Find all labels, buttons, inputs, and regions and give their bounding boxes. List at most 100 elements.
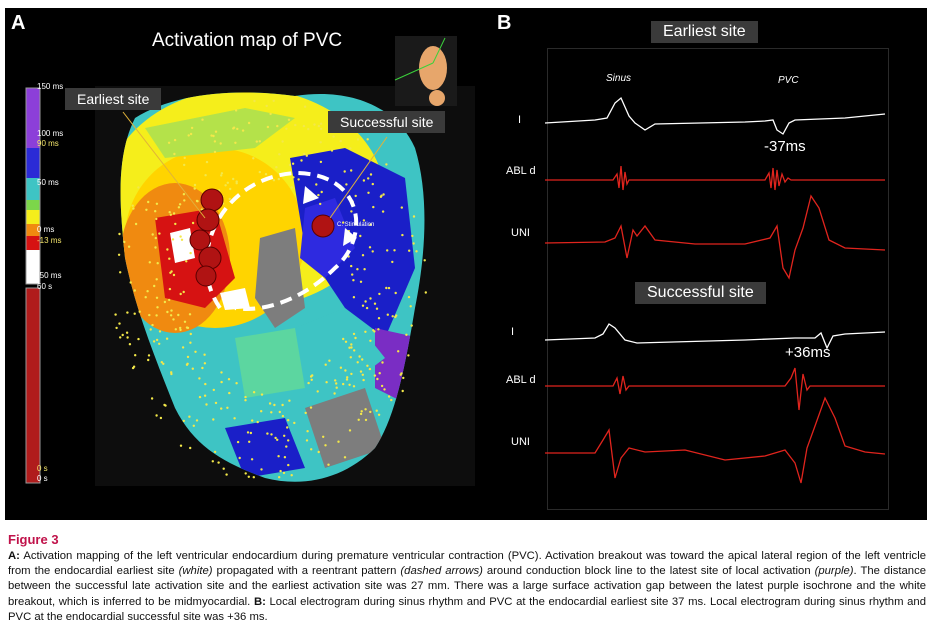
sample-point <box>334 379 337 382</box>
sample-point <box>365 306 369 310</box>
sample-point <box>395 314 398 317</box>
sample-point <box>382 193 385 196</box>
sample-point <box>276 438 279 441</box>
sample-point <box>236 440 240 444</box>
sample-point <box>123 240 126 244</box>
sample-point <box>198 377 201 380</box>
sample-point <box>317 450 320 454</box>
sample-point <box>412 242 415 245</box>
sample-point <box>273 403 276 407</box>
sample-point <box>155 338 159 342</box>
scale-0s-b: 0 s <box>37 474 48 483</box>
sample-point <box>174 222 177 226</box>
sample-point <box>391 260 394 264</box>
sample-point <box>212 418 215 421</box>
sample-point <box>412 215 416 218</box>
sample-point <box>407 295 411 299</box>
sample-point <box>235 182 238 185</box>
sample-point <box>191 367 194 370</box>
sample-point <box>189 332 192 336</box>
sample-point <box>359 412 363 416</box>
sample-point <box>201 118 204 121</box>
sample-point <box>356 138 360 141</box>
sample-point <box>335 386 338 389</box>
sample-point <box>290 186 293 189</box>
sample-point <box>187 134 190 137</box>
sample-point <box>405 333 408 336</box>
sample-point <box>324 444 327 447</box>
scale-50ms: 50 ms <box>37 178 59 187</box>
sample-point <box>375 307 379 310</box>
sample-point <box>173 138 177 142</box>
sample-point <box>297 178 300 181</box>
sample-point <box>350 346 353 349</box>
sample-point <box>148 261 151 264</box>
sample-point <box>320 190 323 194</box>
sample-point <box>224 184 227 187</box>
sample-point <box>155 217 158 221</box>
sample-point <box>154 210 157 213</box>
sample-point <box>188 415 191 418</box>
sample-point <box>307 381 310 385</box>
sample-point <box>377 413 381 416</box>
sample-point <box>151 233 154 236</box>
sample-point <box>168 287 172 291</box>
sample-point <box>286 426 289 429</box>
sample-point <box>381 361 384 364</box>
sample-point <box>190 126 194 130</box>
sample-point <box>356 361 359 364</box>
caption-purple: (purple) <box>814 565 854 578</box>
sample-point <box>255 140 258 143</box>
sample-point <box>155 314 158 317</box>
sample-point <box>165 337 169 340</box>
sample-point <box>182 290 185 294</box>
sample-point <box>390 398 393 402</box>
caption-a-label: A: <box>8 550 20 562</box>
scale-0ms: 0 ms <box>37 225 55 234</box>
sample-point <box>241 129 245 132</box>
sample-point <box>244 399 247 402</box>
scale-minus50ms: -50 ms <box>37 271 62 280</box>
sample-point <box>179 326 182 330</box>
sample-point <box>233 417 236 420</box>
sample-point <box>155 202 159 205</box>
sample-point <box>352 385 356 388</box>
sample-point <box>155 278 158 281</box>
sample-point <box>400 206 403 209</box>
sample-point <box>330 149 334 152</box>
sample-point <box>155 296 159 299</box>
sample-point <box>238 456 241 460</box>
sample-point <box>354 336 357 340</box>
caption-body: A: Activation mapping of the left ventri… <box>8 549 926 625</box>
sample-point <box>359 234 362 238</box>
sample-point <box>186 362 189 365</box>
sample-point <box>249 431 253 435</box>
trace-uni-successful <box>545 396 886 484</box>
earliest-site-title: Earliest site <box>651 21 758 43</box>
sample-point <box>153 284 156 288</box>
sample-point <box>285 127 288 130</box>
sample-point <box>193 187 196 190</box>
sample-point <box>328 359 331 362</box>
sample-point <box>270 411 273 414</box>
sample-point <box>322 435 325 438</box>
sample-point <box>251 419 254 422</box>
sample-point <box>260 393 264 396</box>
sample-point <box>204 174 207 177</box>
sample-point <box>163 300 167 304</box>
sample-point <box>128 343 132 346</box>
sample-point <box>173 152 176 156</box>
sample-point <box>246 431 250 434</box>
sinus-label: Sinus <box>606 73 632 84</box>
sample-point <box>151 323 154 327</box>
sample-point <box>167 141 171 144</box>
sample-point <box>272 99 275 103</box>
sample-point <box>367 191 370 194</box>
sample-point <box>391 315 394 318</box>
sample-point <box>337 440 340 443</box>
sample-point <box>306 430 309 433</box>
sample-point <box>352 279 355 282</box>
panel-b-letter: B <box>497 12 512 34</box>
sample-point <box>410 324 413 327</box>
sample-point <box>354 194 357 198</box>
